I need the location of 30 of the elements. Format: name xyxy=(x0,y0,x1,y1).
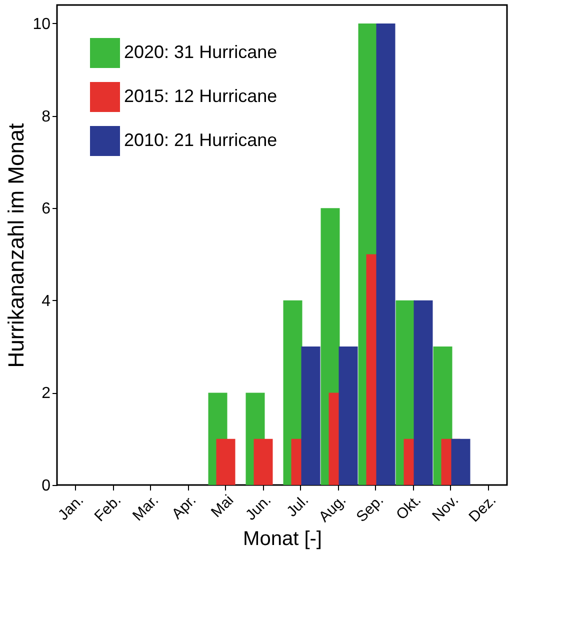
y-tick-label: 4 xyxy=(42,292,51,310)
x-tick-label: Jun. xyxy=(242,492,275,524)
x-tick-label: Jul. xyxy=(284,492,312,520)
x-tick-label: Feb. xyxy=(91,492,125,526)
bar xyxy=(301,346,320,485)
x-axis-title: Monat [-] xyxy=(243,528,322,550)
y-tick-label: 6 xyxy=(42,200,51,218)
y-tick-label: 2 xyxy=(42,385,51,402)
x-tick-label: Mar. xyxy=(129,492,162,524)
legend-label: 2010: 21 Hurricane xyxy=(124,130,278,150)
legend-label: 2020: 31 Hurricane xyxy=(124,42,278,62)
bar xyxy=(414,300,433,485)
bar xyxy=(338,346,358,485)
bar xyxy=(451,438,470,485)
y-axis-title: Hurrikananzahl im Monat xyxy=(4,123,29,368)
x-tick-label: Jan. xyxy=(54,492,88,524)
x-tick-label: Apr. xyxy=(168,492,200,523)
x-tick-label: Dez. xyxy=(466,492,500,526)
x-tick-label: Mai xyxy=(208,492,238,521)
bar xyxy=(376,23,396,485)
x-tick-label: Aug. xyxy=(316,492,350,526)
y-tick-label: 8 xyxy=(42,108,51,126)
y-tick-label: 10 xyxy=(32,16,51,33)
x-tick-label: Okt. xyxy=(393,492,425,524)
legend-label: 2015: 12 Hurricane xyxy=(124,86,278,106)
bar xyxy=(216,438,236,485)
x-tick-label: Nov. xyxy=(429,492,462,525)
bar xyxy=(254,438,273,485)
x-tick-label: Sep. xyxy=(353,492,388,526)
y-tick-label: 0 xyxy=(42,478,51,494)
